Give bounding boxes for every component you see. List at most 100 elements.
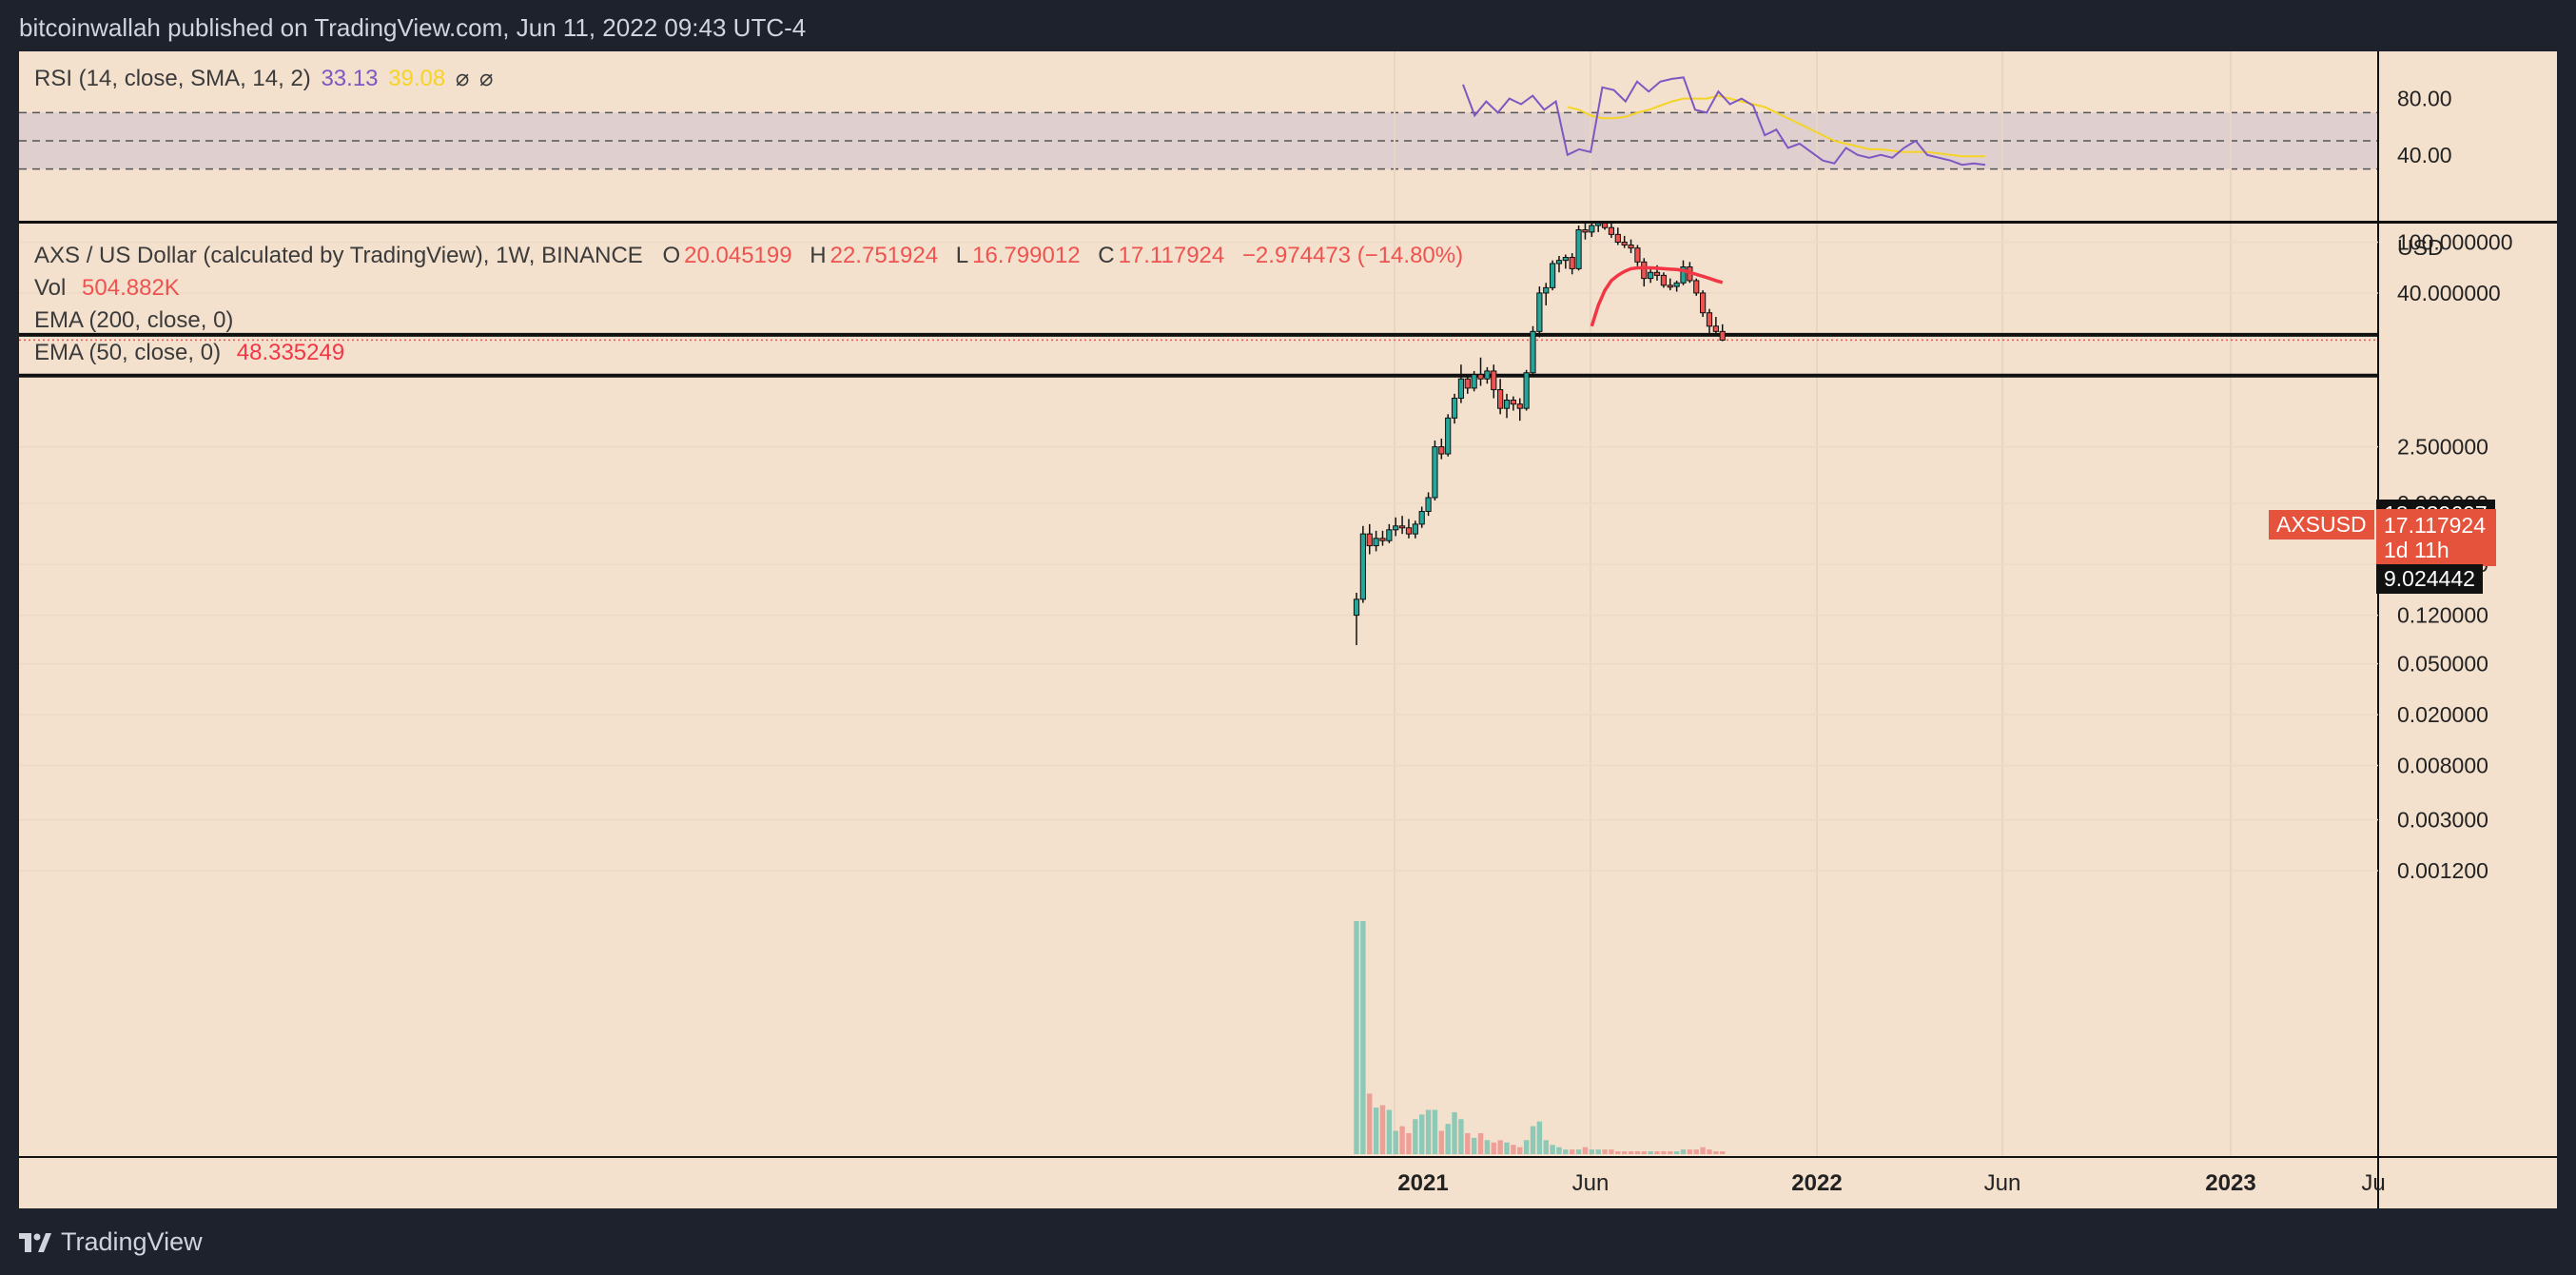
level-lower-tag: 9.024442 — [2376, 564, 2483, 594]
volume-bar — [1517, 1147, 1523, 1154]
candle-body — [1706, 312, 1713, 327]
time-axis-tick: 2022 — [1791, 1170, 1842, 1196]
visibility-off-icon[interactable]: ⌀ — [479, 66, 494, 91]
candle-body — [1477, 374, 1484, 380]
volume-bar — [1621, 1151, 1628, 1154]
volume-bar — [1615, 1151, 1621, 1154]
volume-bar — [1556, 1147, 1562, 1154]
footer-brand: TradingView — [61, 1227, 203, 1256]
rsi-panel[interactable]: 80.00 40.00 RSI (14, close, SMA, 14, 2) 3… — [19, 51, 2557, 221]
last-price-tag: 17.117924 1d 11h — [2376, 509, 2496, 566]
candle-body — [1418, 510, 1425, 525]
rsi-sma-line — [1567, 94, 1986, 158]
candle-body — [1457, 378, 1465, 400]
volume-bar — [1687, 1149, 1693, 1154]
candle-body — [1621, 242, 1628, 246]
volume-bar — [1367, 1093, 1373, 1154]
price-axis-tick: 0.001200 — [2397, 858, 2488, 883]
time-axis-labels: 2021 Jun 2022 Jun 2023 Ju — [1397, 1158, 2386, 1208]
candle-body — [1497, 389, 1504, 409]
volume-bar — [1360, 921, 1366, 1154]
candle-body — [1555, 260, 1563, 265]
candle-body — [1660, 274, 1667, 286]
time-axis-tick: Ju — [2361, 1170, 2385, 1196]
volume-value: 504.882K — [82, 275, 180, 301]
candle-body — [1653, 271, 1661, 276]
candle-body — [1550, 263, 1556, 288]
candle-body — [1471, 374, 1477, 389]
ema50-line — [1590, 265, 1724, 327]
candle-body — [1608, 226, 1615, 235]
volume-label: Vol — [34, 275, 67, 301]
volume-bar — [1668, 1151, 1673, 1154]
footer: TradingView — [19, 1227, 203, 1257]
volume-bar — [1438, 1130, 1445, 1154]
price-chart: 600.000000240.000000100.00000040.0000002… — [19, 224, 2513, 1156]
candle-body — [1503, 400, 1511, 409]
volume-bar — [1634, 1151, 1641, 1154]
candle-body — [1700, 292, 1707, 314]
volume-bar — [1589, 1149, 1595, 1154]
bar-countdown: 1d 11h — [2384, 538, 2449, 562]
price-axis-tick: 100.000000 — [2397, 230, 2513, 255]
rsi-label: RSI (14, close, SMA, 14, 2) — [34, 66, 311, 91]
volume-bar — [1523, 1140, 1530, 1154]
time-axis-tick: Jun — [1572, 1170, 1610, 1196]
candle-body — [1353, 598, 1360, 617]
tradingview-logo-icon — [19, 1232, 51, 1252]
volume-bar — [1673, 1151, 1680, 1154]
volume-bar — [1511, 1145, 1516, 1154]
candle-body — [1484, 370, 1491, 380]
volume-bar — [1379, 1105, 1386, 1154]
pane-separator[interactable] — [19, 221, 2557, 224]
price-axis-tick: 0.008000 — [2397, 753, 2488, 777]
volume-bar — [1413, 1119, 1418, 1154]
rsi-line — [1462, 76, 1986, 167]
volume-bar — [1386, 1109, 1393, 1154]
symbol-tag: AXSUSD — [2269, 510, 2374, 539]
candle-body — [1575, 229, 1582, 269]
candle-body — [1510, 400, 1516, 405]
volume-bar — [1491, 1142, 1496, 1154]
candle-body — [1569, 257, 1575, 269]
ohlc-open-label: O — [662, 243, 681, 268]
price-axis-tick: 40.000000 — [2397, 281, 2501, 305]
candle-body — [1712, 325, 1719, 332]
price-axis-tick: 0.020000 — [2397, 702, 2488, 727]
ohlc-low-label: L — [955, 243, 969, 268]
visibility-off-icon[interactable]: ⌀ — [455, 66, 470, 91]
candle-body — [1393, 525, 1399, 531]
volume-bar — [1680, 1149, 1687, 1154]
price-axis-currency: USD — [2397, 235, 2444, 260]
rsi-chart: 80.00 40.00 — [19, 51, 2452, 221]
candle-body — [1536, 292, 1543, 332]
ohlc-close: 17.117924 — [1118, 243, 1225, 268]
candle-body — [1366, 533, 1373, 547]
rsi-sma-value: 39.08 — [388, 66, 446, 91]
candle-body — [1680, 266, 1687, 284]
volume-bar — [1641, 1151, 1647, 1154]
volume-bar — [1570, 1149, 1575, 1154]
volume-bar — [1700, 1147, 1706, 1154]
time-axis[interactable]: 2021 Jun 2022 Jun 2023 Ju — [19, 1156, 2557, 1208]
rsi-axis-tick: 80.00 — [2397, 87, 2452, 111]
candle-body — [1719, 330, 1726, 341]
volume-bar — [1425, 1109, 1432, 1154]
last-price: 17.117924 — [2384, 513, 2487, 538]
ohlc-high-label: H — [810, 243, 827, 268]
candle-body — [1373, 538, 1379, 547]
volume-bar — [1393, 1130, 1398, 1154]
candle-body — [1614, 233, 1621, 244]
volume-bar — [1445, 1124, 1451, 1154]
price-axis-tick: 0.120000 — [2397, 603, 2488, 628]
candle-body — [1595, 224, 1602, 226]
candle-body — [1543, 286, 1550, 294]
candle-body — [1445, 417, 1452, 455]
volume-bar — [1602, 1149, 1608, 1154]
ema50-legend: EMA (50, close, 0) 48.335249 — [34, 340, 348, 366]
candle-body — [1438, 446, 1445, 455]
price-axis-tick: 0.003000 — [2397, 808, 2488, 833]
symbol-legend: AXS / US Dollar (calculated by TradingVi… — [34, 243, 1467, 269]
price-panel[interactable]: 600.000000240.000000100.00000040.0000002… — [19, 224, 2557, 1156]
volume-bar — [1543, 1140, 1549, 1154]
